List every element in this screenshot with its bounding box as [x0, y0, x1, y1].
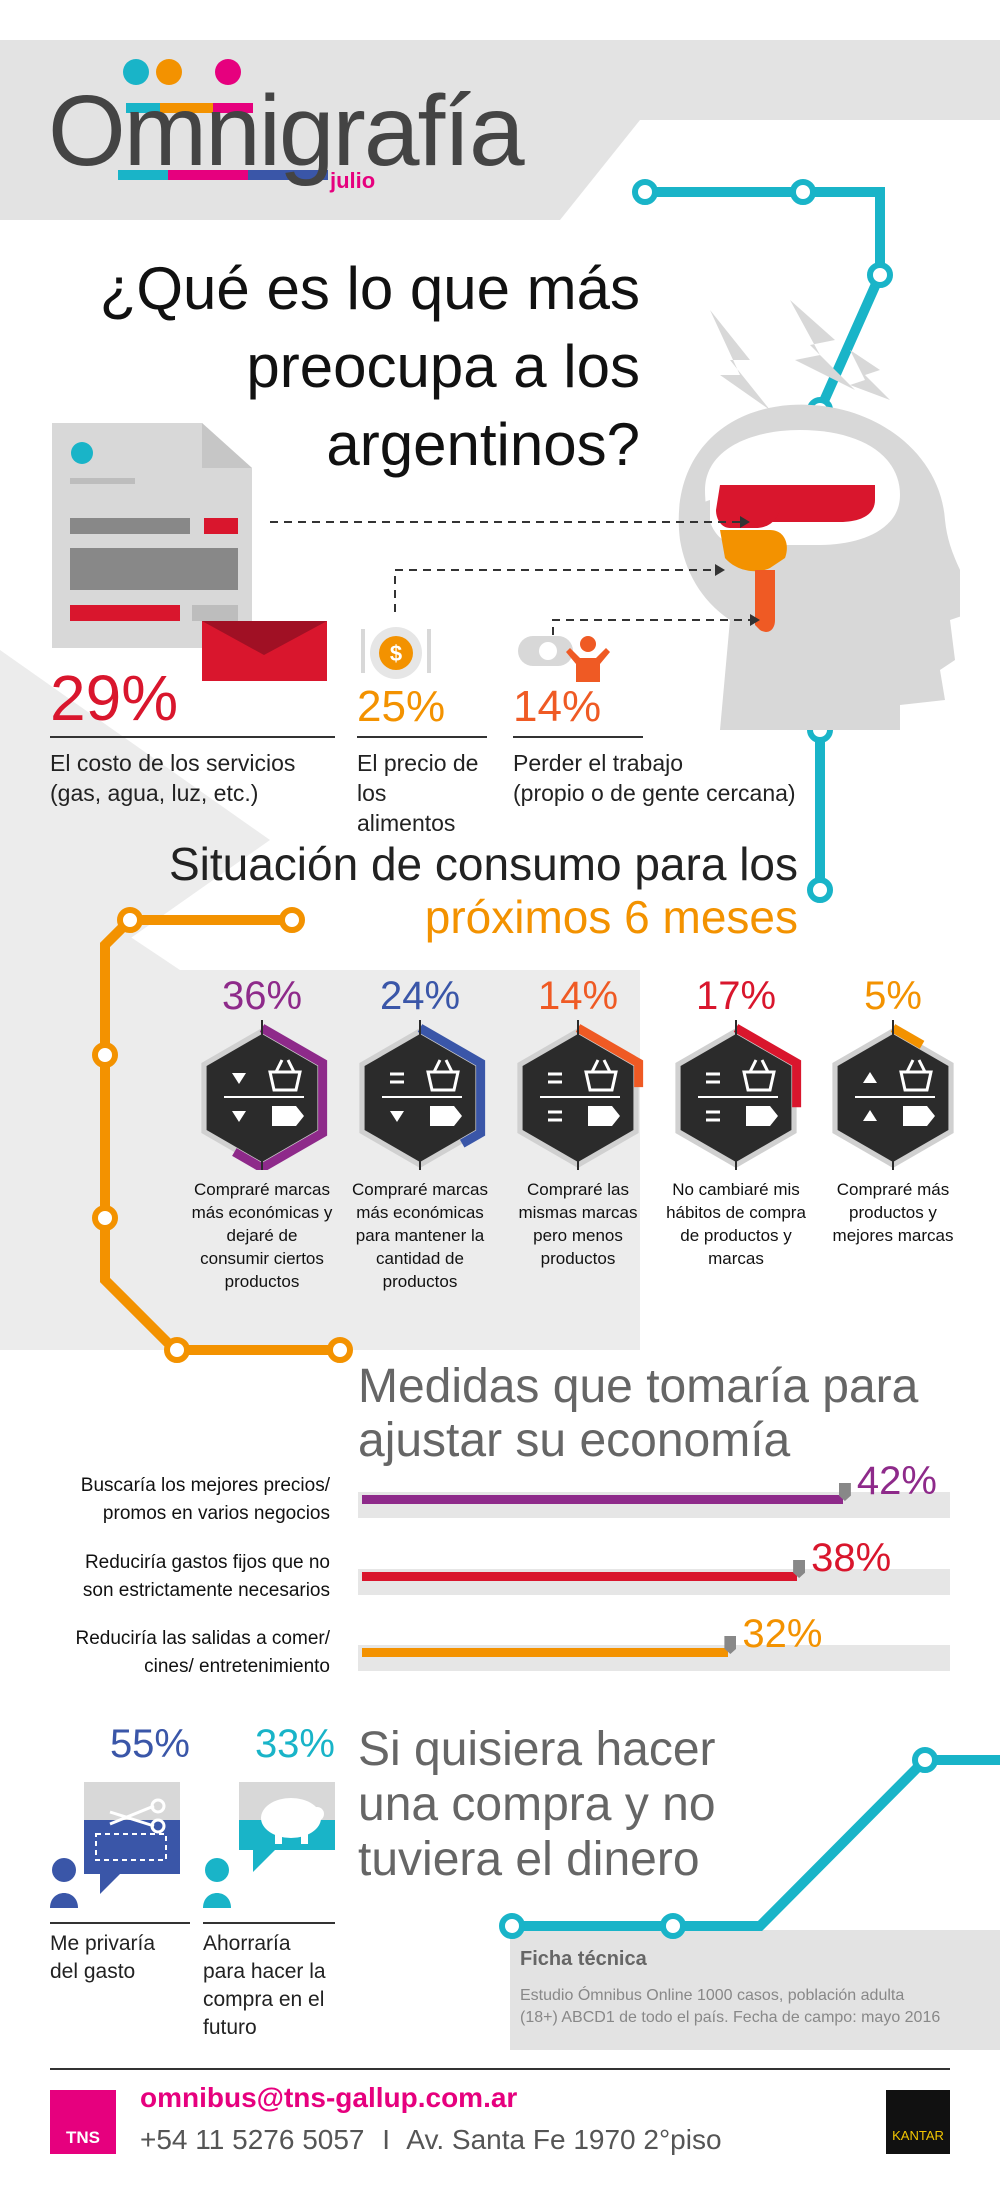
logo-month: julio: [330, 168, 376, 193]
medida-marker: [838, 1483, 851, 1501]
concern-job-pct: 14%: [513, 682, 602, 731]
consumo-items: 36% Compraré marcas más económicas y deja…: [0, 972, 1000, 1332]
piggy-bank-bubble-icon: [203, 1782, 335, 1908]
scissors-bubble-icon: [50, 1782, 180, 1908]
footer-phone[interactable]: +54 11 5276 5057: [140, 2124, 365, 2155]
medida-bar: [362, 1572, 798, 1581]
consumo-title: Situación de consumo para los próximos 6…: [100, 838, 798, 944]
title-line-2: preocupa a los: [246, 333, 640, 400]
consumo-item-pct: 36%: [221, 974, 303, 1018]
logo-text: Omnigrafía: [48, 75, 525, 187]
shopping-basket-hexagon-icon: [201, 1020, 328, 1170]
medida-bar: [362, 1648, 729, 1657]
concern-food-pct: 25%: [357, 682, 446, 731]
footer-contact: +54 11 5276 5057 I Av. Santa Fe 1970 2°p…: [140, 2124, 722, 2155]
consumo-item: 17% No cambiaré mis hábitos de compra de …: [658, 972, 814, 1270]
compra-ahorraria: 33% Ahorraría para hacer la compra en el…: [203, 1722, 335, 2039]
title-line-1: ¿Qué es lo que más: [99, 255, 640, 322]
consumo-item: 36% Compraré marcas más económicas y deja…: [184, 972, 340, 1293]
ficha-tecnica: Ficha técnica Estudio Ómnibus Online 100…: [520, 1948, 990, 2029]
consumo-item-pct: 14%: [537, 974, 619, 1018]
concern-services-line2: (gas, agua, luz, etc.): [50, 780, 259, 806]
consumo-item-pct: 5%: [864, 974, 922, 1018]
consumo-item: 5% Compraré más productos y mejores marca…: [815, 972, 971, 1247]
page-title: ¿Qué es lo que más preocupa a los argent…: [60, 250, 640, 484]
medida-label-2: Reduciría gastos fijos que no son estrict…: [82, 1552, 330, 1601]
footer-email[interactable]: omnibus@tns-gallup.com.ar: [140, 2082, 518, 2113]
concern-job: 14% Perder el trabajo (propio o de gente…: [513, 680, 813, 808]
consumo-item-label: No cambiaré mis hábitos de compra de pro…: [666, 1180, 806, 1268]
footer-divider: [50, 2068, 950, 2070]
consumo-title-line2: próximos 6 meses: [424, 891, 798, 943]
shopping-basket-hexagon-icon: [359, 1020, 486, 1170]
medida-label-1: Buscaría los mejores precios/promos en v…: [80, 1475, 330, 1524]
medida-pct: 38%: [811, 1536, 892, 1580]
medida-marker: [724, 1636, 737, 1654]
connector-lines: [270, 516, 760, 635]
medidas-bars: Buscaría los mejores precios/promos en v…: [0, 1459, 1000, 1692]
kantar-logo: KANTAR: [886, 2090, 950, 2154]
compra-privaria: 55% Me privaría del gasto: [50, 1722, 190, 1983]
compra-privaria-pct: 55%: [109, 1722, 190, 1766]
medidas-title: Medidas que tomaría para ajustar su econ…: [358, 1360, 978, 1468]
footer-address: Av. Santa Fe 1970 2°piso: [406, 2124, 722, 2155]
logo-dots-icon: [118, 59, 328, 180]
consumo-item-label: Compraré más productos y mejores marcas: [832, 1180, 954, 1245]
concern-food: 25% El precio de los alimentos: [357, 680, 487, 838]
concern-job-line1: Perder el trabajo: [513, 750, 684, 776]
concern-services-line1: El costo de los servicios: [50, 750, 296, 776]
consumo-item-label: Compraré marcas más económicas para mant…: [351, 1180, 489, 1291]
shopping-basket-hexagon-icon: [675, 1020, 802, 1170]
shopping-basket-hexagon-icon: [832, 1020, 954, 1170]
medida-label-3: Reduciría las salidas a comer/cines/ ent…: [75, 1628, 331, 1677]
job-loss-icon: [518, 636, 610, 682]
medidas-title-line2: ajustar su economía: [358, 1414, 791, 1467]
omnigrafia-logo: Omnigrafía julio: [48, 58, 525, 198]
shopping-basket-hexagon-icon: [517, 1020, 644, 1170]
consumo-title-line1: Situación de consumo para los: [168, 838, 798, 890]
medida-marker: [793, 1560, 806, 1578]
compra-ahorraria-pct: 33%: [254, 1722, 335, 1766]
consumo-item: 24% Compraré marcas más económicas para m…: [342, 972, 498, 1293]
medida-pct: 32%: [742, 1612, 823, 1656]
medida-pct: 42%: [856, 1459, 937, 1503]
medidas-title-line1: Medidas que tomaría para: [358, 1360, 919, 1413]
svg-text:$: $: [390, 641, 402, 666]
medida-bar: [362, 1495, 843, 1504]
title-line-3: argentinos?: [326, 411, 640, 478]
compra-title: Si quisiera hacer una compra y no tuvier…: [358, 1723, 716, 1886]
consumo-item-label: Compraré las mismas marcas pero menos pr…: [518, 1180, 638, 1268]
consumo-item-pct: 24%: [379, 974, 461, 1018]
plate-coin-icon: $: [361, 627, 431, 679]
head-icon: [678, 300, 960, 730]
consumo-item: 14% Compraré las mismas marcas pero menos…: [500, 972, 656, 1270]
consumo-item-pct: 17%: [695, 974, 777, 1018]
concern-job-line2: (propio o de gente cercana): [513, 780, 796, 806]
concern-services-pct: 29%: [50, 662, 179, 734]
consumo-item-label: Compraré marcas más económicas y dejaré …: [191, 1180, 333, 1291]
ficha-title: Ficha técnica: [520, 1948, 647, 1970]
concern-food-line1: El precio de: [357, 750, 479, 776]
tns-logo: TNS: [50, 2090, 116, 2154]
bill-document-icon: [52, 423, 327, 681]
concern-services: 29% El costo de los servicios (gas, agua…: [50, 662, 335, 808]
concern-food-line2: los alimentos: [357, 780, 456, 836]
